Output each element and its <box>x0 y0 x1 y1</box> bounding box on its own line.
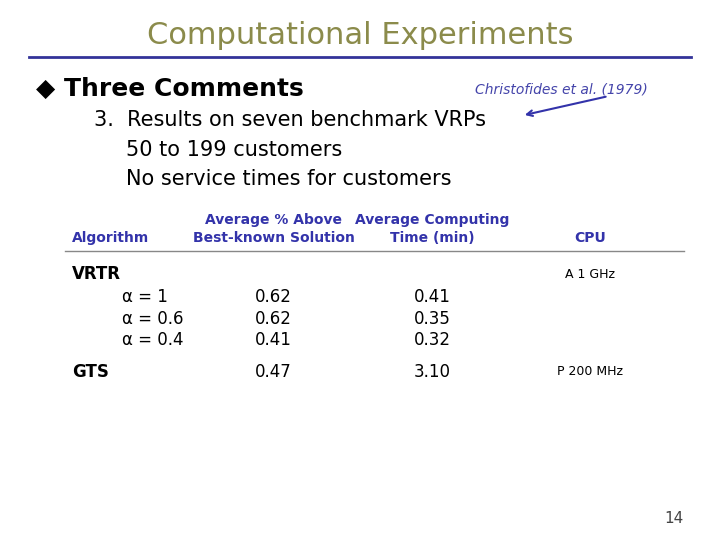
Text: VRTR: VRTR <box>72 265 121 284</box>
Text: CPU: CPU <box>575 231 606 245</box>
Text: Average % Above: Average % Above <box>205 213 342 227</box>
Text: 0.41: 0.41 <box>413 288 451 306</box>
Text: Best-known Solution: Best-known Solution <box>193 231 354 245</box>
Text: α = 1: α = 1 <box>122 288 168 306</box>
Text: 50 to 199 customers: 50 to 199 customers <box>126 140 342 160</box>
Text: Computational Experiments: Computational Experiments <box>147 21 573 50</box>
Text: α = 0.4: α = 0.4 <box>122 331 184 349</box>
Text: A 1 GHz: A 1 GHz <box>565 268 616 281</box>
Text: 0.35: 0.35 <box>413 309 451 328</box>
Text: Time (min): Time (min) <box>390 231 474 245</box>
Text: GTS: GTS <box>72 362 109 381</box>
Text: 3.10: 3.10 <box>413 362 451 381</box>
Text: 14: 14 <box>665 511 684 526</box>
Text: 0.62: 0.62 <box>255 309 292 328</box>
Text: Christofides et al. (1979): Christofides et al. (1979) <box>475 82 648 96</box>
Text: Algorithm: Algorithm <box>72 231 149 245</box>
Text: ◆ Three Comments: ◆ Three Comments <box>36 77 304 101</box>
Text: No service times for customers: No service times for customers <box>126 169 451 190</box>
Text: 3.  Results on seven benchmark VRPs: 3. Results on seven benchmark VRPs <box>94 110 485 130</box>
Text: 0.62: 0.62 <box>255 288 292 306</box>
Text: 0.32: 0.32 <box>413 331 451 349</box>
Text: Average Computing: Average Computing <box>355 213 509 227</box>
Text: P 200 MHz: P 200 MHz <box>557 365 624 378</box>
Text: α = 0.6: α = 0.6 <box>122 309 184 328</box>
Text: 0.41: 0.41 <box>255 331 292 349</box>
Text: 0.47: 0.47 <box>255 362 292 381</box>
